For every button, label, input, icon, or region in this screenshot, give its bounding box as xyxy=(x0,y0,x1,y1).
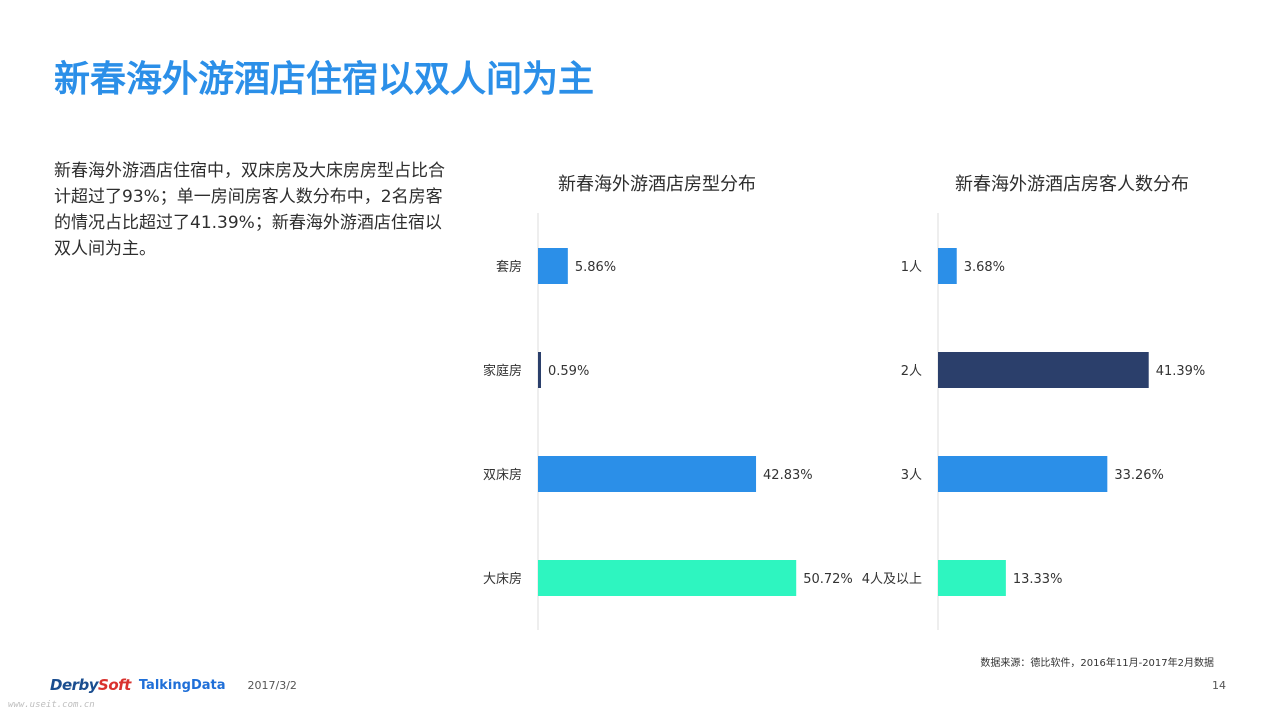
bar xyxy=(538,456,757,492)
category-label: 4人及以上 xyxy=(862,572,922,587)
bar xyxy=(938,248,957,284)
page-title: 新春海外游酒店住宿以双人间为主 xyxy=(54,59,595,100)
category-label: 3人 xyxy=(901,468,922,483)
bar xyxy=(938,352,1149,388)
value-label: 33.26% xyxy=(1114,468,1164,483)
category-label: 套房 xyxy=(496,259,522,275)
derbysoft-logo: DerbySoft xyxy=(50,676,131,694)
bar xyxy=(538,352,542,388)
value-label: 0.59% xyxy=(548,364,589,379)
chart-room-type: 套房 5.86% 家庭房 0.59% 双床房 42.83% 大床房 50.72% xyxy=(483,213,853,630)
category-label: 双床房 xyxy=(483,467,522,483)
footer-date: 2017/3/2 xyxy=(247,678,297,692)
footer: DerbySoft TalkingData 2017/3/2 xyxy=(50,674,297,696)
watermark: www.useit.com.cn xyxy=(8,700,95,710)
bar xyxy=(538,560,797,596)
value-label: 42.83% xyxy=(763,468,813,483)
value-label: 5.86% xyxy=(575,260,616,275)
value-label: 41.39% xyxy=(1156,364,1206,379)
value-label: 13.33% xyxy=(1013,572,1063,587)
category-label: 1人 xyxy=(901,260,922,275)
chart-guest-count: 1人 3.68% 2人 41.39% 3人 33.26% 4人及以上 13.33% xyxy=(862,213,1206,630)
category-label: 家庭房 xyxy=(483,363,522,379)
chart-title-guest-count: 新春海外游酒店房客人数分布 xyxy=(955,174,1189,195)
category-label: 大床房 xyxy=(483,571,522,587)
bar xyxy=(938,456,1108,492)
bar xyxy=(938,560,1006,596)
summary-text: 新春海外游酒店住宿中，双床房及大床房房型占比合计超过了93%；单一房间房客人数分… xyxy=(54,161,445,259)
value-label: 3.68% xyxy=(964,260,1005,275)
page-number: 14 xyxy=(1212,679,1226,692)
category-label: 2人 xyxy=(901,364,922,379)
bar xyxy=(538,248,568,284)
data-source-note: 数据来源：德比软件，2016年11月-2017年2月数据 xyxy=(980,658,1214,669)
talkingdata-logo: TalkingData xyxy=(138,677,226,693)
chart-title-room-type: 新春海外游酒店房型分布 xyxy=(558,174,756,195)
value-label: 50.72% xyxy=(803,572,853,587)
